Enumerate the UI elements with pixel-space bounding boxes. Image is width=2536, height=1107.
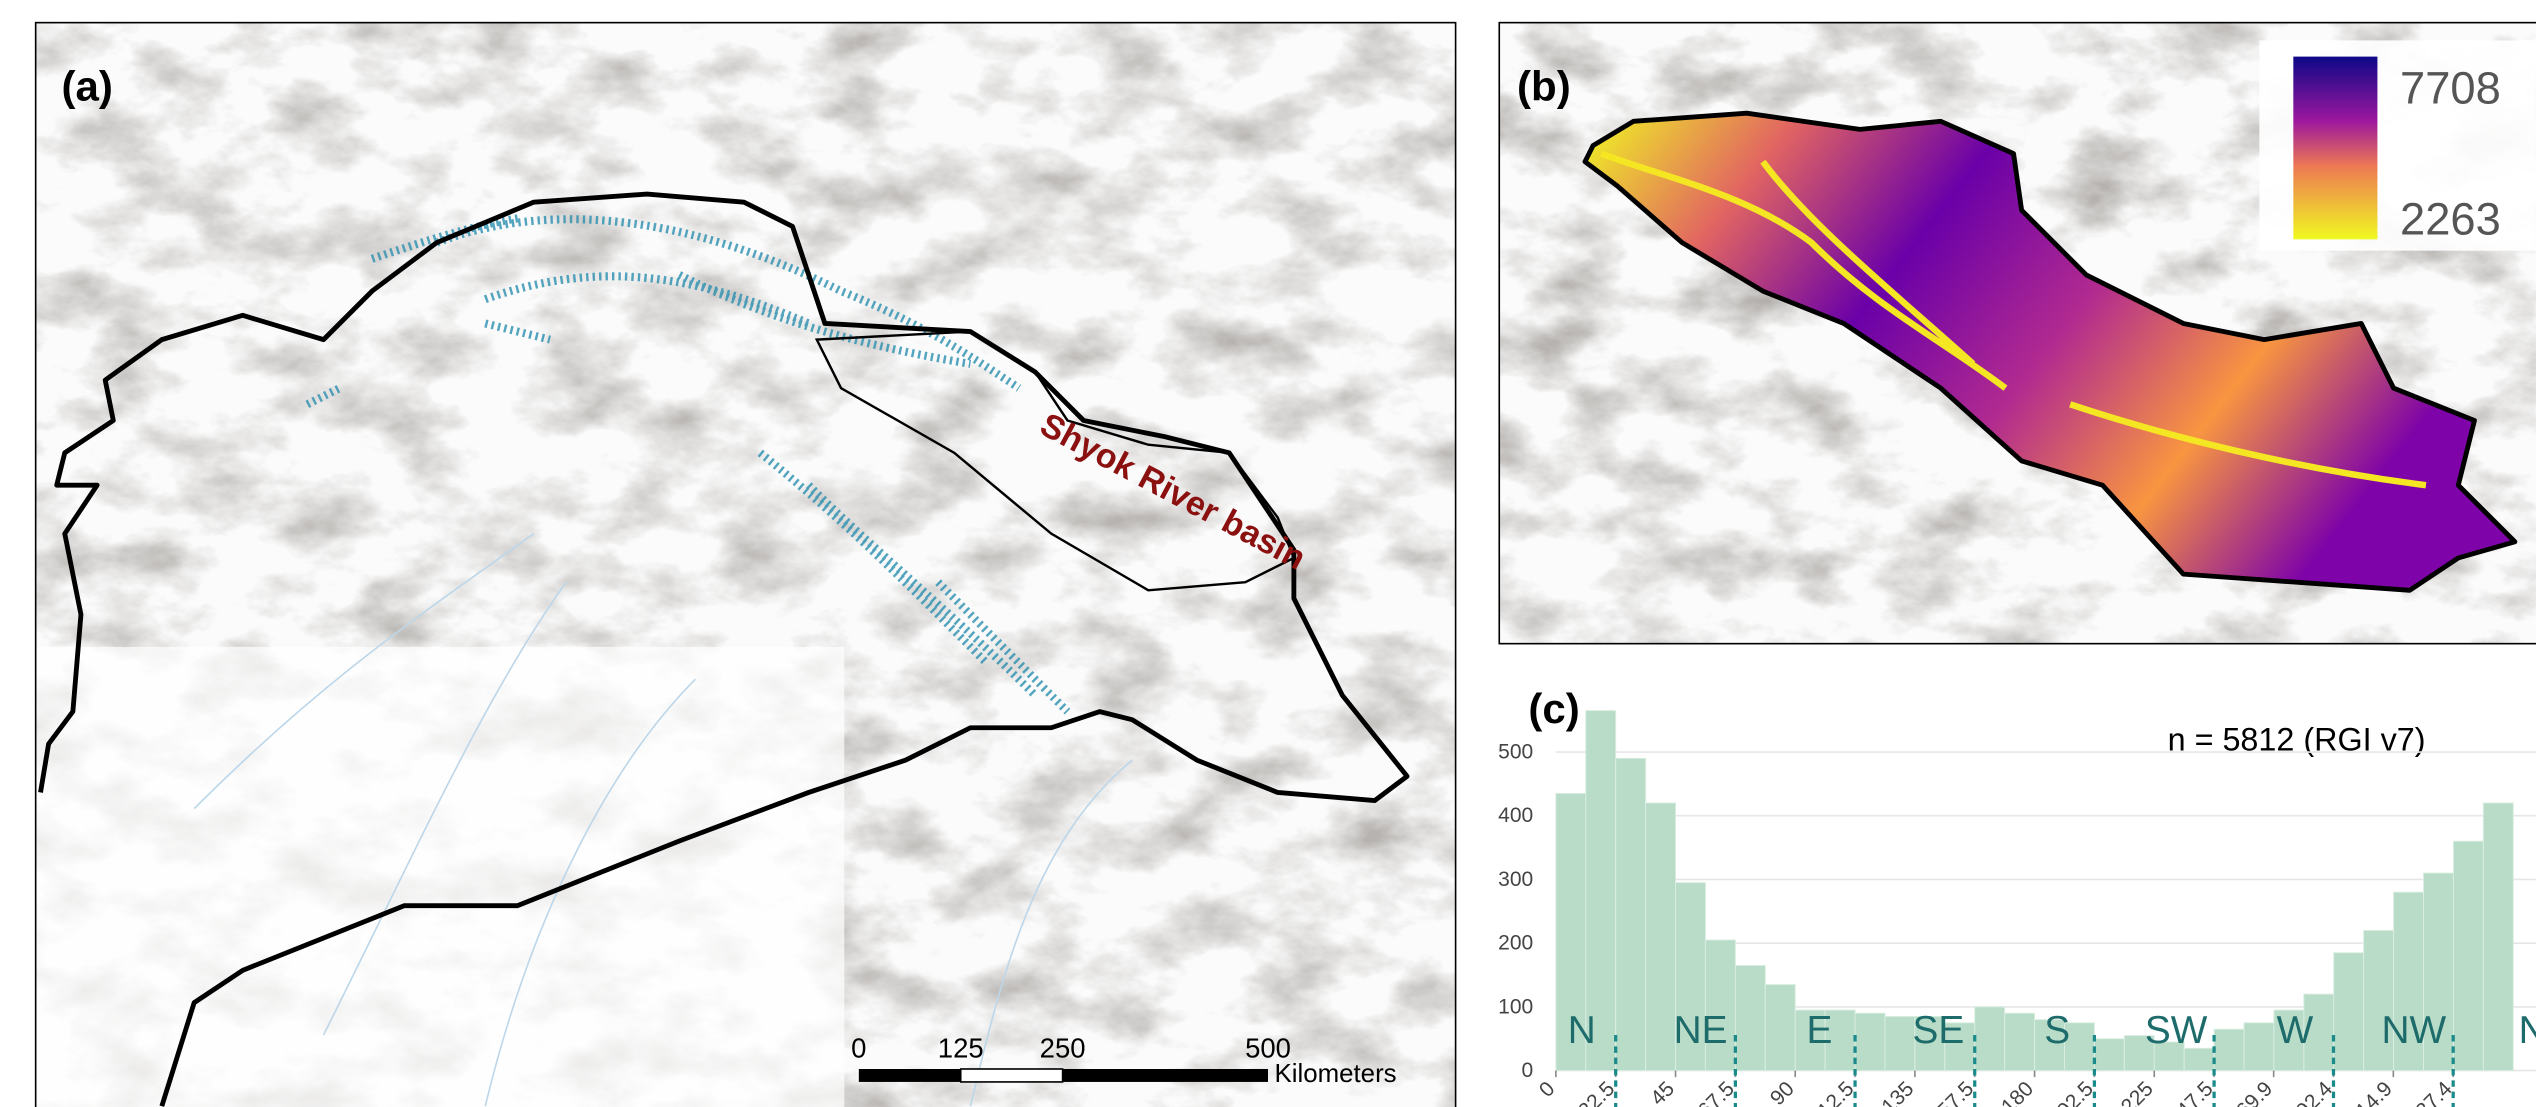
bar: [1885, 1016, 1915, 1070]
y-tick-label: 500: [1498, 740, 1533, 763]
bar: [1765, 985, 1795, 1071]
bar: [2453, 841, 2483, 1070]
x-tick-label: 247.5: [2164, 1077, 2217, 1107]
x-tick-label: 202.5: [2044, 1077, 2097, 1107]
x-tick-label: 292.4: [2284, 1077, 2338, 1107]
direction-label: W: [2277, 1009, 2314, 1052]
bar: [1646, 803, 1676, 1071]
y-tick-label: 200: [1498, 932, 1533, 955]
bar: [2244, 1023, 2274, 1071]
bar: [1975, 1007, 2005, 1071]
x-tick-label: 90: [1766, 1077, 1799, 1107]
legend-max: 7708: [2400, 63, 2501, 114]
x-tick-label: 180: [1997, 1077, 2038, 1107]
x-tick-label: 269.9: [2224, 1077, 2277, 1107]
bar: [1855, 1013, 1885, 1070]
panel-label: (b): [1517, 62, 1571, 109]
x-tick-label: 67.5: [1694, 1077, 1739, 1107]
x-tick-label: 135: [1877, 1077, 1918, 1107]
legend-min: 2263: [2400, 193, 2501, 244]
direction-label: N: [1568, 1009, 1596, 1052]
direction-label: N: [2519, 1009, 2536, 1052]
direction-label: S: [2044, 1009, 2070, 1052]
bar: [2005, 1013, 2035, 1070]
bar: [2214, 1029, 2244, 1070]
direction-label: E: [1807, 1009, 1833, 1052]
scale-tick: 250: [1040, 1033, 1086, 1064]
bar: [1616, 758, 1646, 1070]
panel-label: (c): [1528, 685, 1579, 732]
legend-colorbar: [2293, 57, 2377, 240]
y-tick-label: 100: [1498, 995, 1533, 1018]
x-tick-label: 337.4: [2403, 1077, 2457, 1107]
bar: [2094, 1039, 2124, 1071]
bar: [1735, 965, 1765, 1070]
panel-label: (a): [62, 62, 113, 109]
direction-label: NE: [1674, 1009, 1728, 1052]
scale-tick: 0: [851, 1033, 866, 1064]
x-tick-label: 157.5: [1925, 1077, 1978, 1107]
figure: Shyok River basin (a) 0 125 250 500 Kilo…: [0, 0, 2536, 1107]
map-a: Shyok River basin (a) 0 125 250 500 Kilo…: [36, 23, 1456, 1107]
scale-tick: 125: [938, 1033, 984, 1064]
map-b: 7708 2263 (b): [1499, 23, 2536, 644]
x-tick-label: 22.5: [1574, 1077, 1619, 1107]
bar: [2334, 953, 2364, 1071]
bar: [2483, 803, 2513, 1071]
x-tick-label: 112.5: [1806, 1077, 1858, 1107]
y-tick-label: 300: [1498, 868, 1533, 891]
x-tick-label: 45: [1646, 1077, 1679, 1107]
x-tick-label: 0: [1535, 1077, 1560, 1102]
x-tick-label: 225: [2117, 1077, 2158, 1107]
scale-segment: [1063, 1069, 1268, 1082]
y-tick-label: 0: [1522, 1059, 1534, 1082]
direction-label: SE: [1912, 1009, 1964, 1052]
scale-segment: [961, 1069, 1063, 1082]
y-tick-label: 400: [1498, 804, 1533, 827]
scale-unit: Kilometers: [1274, 1060, 1396, 1088]
page: {"panel_a": {"label": "(a)", "basin_labe…: [0, 0, 2536, 1107]
x-tick-label: 314.9: [2343, 1077, 2396, 1107]
direction-label: SW: [2145, 1009, 2208, 1052]
scale-segment: [859, 1069, 961, 1082]
plains: [36, 647, 845, 1107]
direction-label: NW: [2381, 1009, 2446, 1052]
